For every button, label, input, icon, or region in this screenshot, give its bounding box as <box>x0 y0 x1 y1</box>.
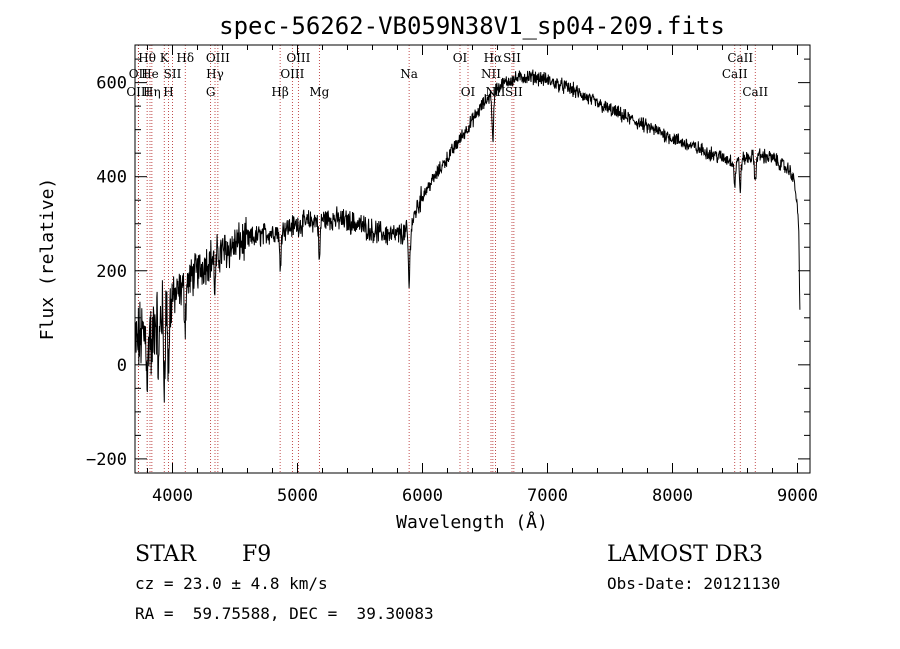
line-marker-label: OI <box>453 51 468 65</box>
plot-frame <box>134 44 811 474</box>
survey-label: LAMOST DR3 <box>607 542 763 567</box>
x-tick-label: 7000 <box>527 486 568 506</box>
x-tick-label: 8000 <box>652 486 693 506</box>
y-tick-label: 200 <box>96 262 127 282</box>
y-axis-label: Flux (relative) <box>37 178 58 341</box>
line-marker-label: He <box>141 67 159 81</box>
line-marker-label: CaII <box>727 51 753 65</box>
coordinates: RA = 59.75588, DEC = 39.30083 <box>135 604 434 623</box>
y-tick-label: 400 <box>96 168 127 188</box>
line-marker-label: OI <box>461 85 476 99</box>
observation-date: Obs-Date: 20121130 <box>607 574 780 593</box>
x-tick-label: 5000 <box>277 486 318 506</box>
line-marker-label: OIII <box>286 51 310 65</box>
object-class: STAR <box>135 542 197 567</box>
line-marker-label: Hη <box>143 85 161 99</box>
line-marker-label: H <box>163 85 173 99</box>
line-marker-labels: Hθ OII OIII He Hη K SII H Hδ OIII Hγ G Hβ OIII OIII Mg N… <box>126 51 768 99</box>
y-tick-label: 600 <box>96 74 127 94</box>
y-tick-label: −200 <box>86 450 127 470</box>
x-tick-label: 6000 <box>402 486 443 506</box>
line-marker-label: SII <box>164 67 182 81</box>
redshift-cz: cz = 23.0 ± 4.8 km/s <box>135 574 328 593</box>
x-tick-label: 4000 <box>152 486 193 506</box>
line-marker-label: Hγ <box>206 67 224 81</box>
x-tick-label: 9000 <box>777 486 818 506</box>
line-marker-label: CaII <box>722 67 748 81</box>
line-marker-label: Hθ <box>138 51 156 65</box>
line-marker-label: G <box>206 85 216 99</box>
line-marker-label: OIII <box>206 51 230 65</box>
line-marker-label: NII <box>481 67 501 81</box>
line-marker-label: SII <box>503 51 521 65</box>
object-subclass: F9 <box>242 542 271 567</box>
line-marker-label: SII <box>505 85 523 99</box>
spectrum-line <box>134 69 801 403</box>
line-marker-label: Na <box>400 67 418 81</box>
line-marker-label: Hα <box>484 51 503 65</box>
line-marker-label: OIII <box>126 85 150 99</box>
line-markers <box>137 45 756 473</box>
x-axis-ticks: 4000 5000 6000 7000 8000 9000 <box>147 45 818 506</box>
y-tick-label: 0 <box>117 356 127 376</box>
line-marker-label: Hδ <box>176 51 194 65</box>
line-marker-label: K <box>160 51 170 65</box>
line-marker-label: OIII <box>280 67 304 81</box>
line-marker-label: Mg <box>309 85 329 99</box>
x-axis-label: Wavelength (Å) <box>396 511 548 533</box>
y-axis-ticks: −200 0 200 400 600 <box>86 58 810 470</box>
chart-title: spec-56262-VB059N38V1_sp04-209.fits <box>219 12 725 40</box>
line-marker-label: CaII <box>742 85 768 99</box>
line-marker-label: OII <box>129 67 149 81</box>
line-marker-label: Hβ <box>271 85 288 99</box>
